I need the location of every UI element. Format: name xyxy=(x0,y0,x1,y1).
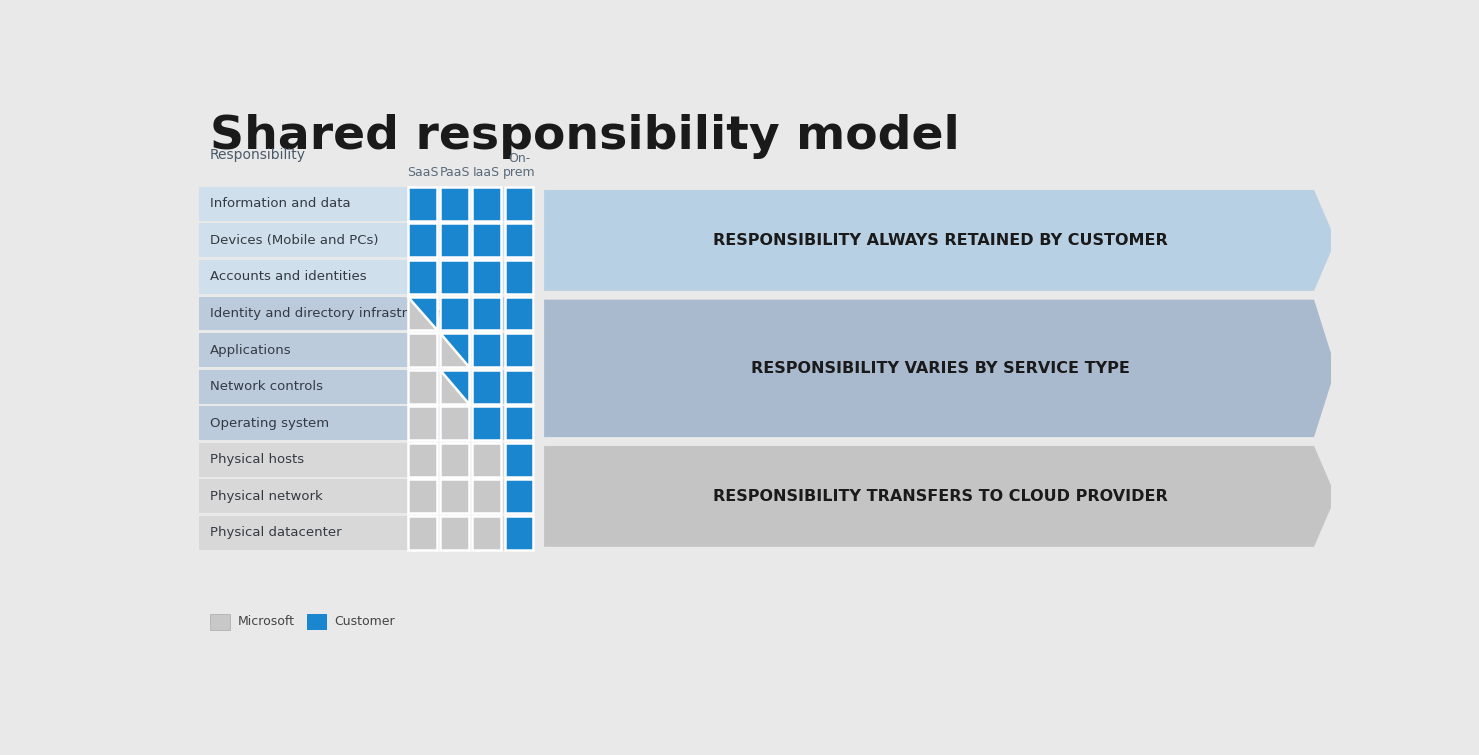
Bar xyxy=(198,406,535,440)
Bar xyxy=(441,443,469,476)
Polygon shape xyxy=(441,333,469,367)
Bar xyxy=(198,479,535,513)
Bar xyxy=(441,333,469,367)
Bar xyxy=(441,516,469,550)
Text: RESPONSIBILITY TRANSFERS TO CLOUD PROVIDER: RESPONSIBILITY TRANSFERS TO CLOUD PROVID… xyxy=(713,489,1168,504)
Text: RESPONSIBILITY VARIES BY SERVICE TYPE: RESPONSIBILITY VARIES BY SERVICE TYPE xyxy=(751,361,1130,376)
Bar xyxy=(198,297,535,331)
Bar xyxy=(408,297,436,331)
Bar xyxy=(408,406,436,440)
Bar xyxy=(472,333,501,367)
Bar xyxy=(198,370,535,404)
Text: Physical hosts: Physical hosts xyxy=(210,453,303,467)
Bar xyxy=(504,406,534,440)
Bar xyxy=(504,297,534,331)
Bar xyxy=(198,333,535,367)
Bar xyxy=(408,333,436,367)
Text: Information and data: Information and data xyxy=(210,197,351,211)
Bar xyxy=(472,186,501,220)
Text: On-
prem: On- prem xyxy=(503,153,535,179)
Bar xyxy=(198,516,535,550)
Polygon shape xyxy=(544,446,1336,547)
Polygon shape xyxy=(441,370,469,404)
Text: Shared responsibility model: Shared responsibility model xyxy=(210,114,960,159)
Bar xyxy=(408,370,436,404)
Bar xyxy=(306,615,327,630)
Bar xyxy=(472,297,501,331)
Bar xyxy=(198,223,535,257)
Bar xyxy=(408,260,436,294)
Bar xyxy=(198,443,535,476)
Text: Responsibility: Responsibility xyxy=(210,148,306,162)
Bar xyxy=(472,516,501,550)
Text: PaaS: PaaS xyxy=(439,166,470,179)
Bar xyxy=(441,297,469,331)
Bar xyxy=(472,406,501,440)
Bar xyxy=(504,370,534,404)
Bar xyxy=(472,370,501,404)
Text: Operating system: Operating system xyxy=(210,417,328,430)
Bar xyxy=(504,333,534,367)
Bar xyxy=(198,260,535,294)
Text: Accounts and identities: Accounts and identities xyxy=(210,270,367,283)
Bar xyxy=(198,186,535,220)
Polygon shape xyxy=(408,297,436,331)
Bar xyxy=(408,443,436,476)
Bar xyxy=(441,370,469,404)
Bar xyxy=(504,516,534,550)
Bar xyxy=(441,260,469,294)
Bar xyxy=(504,260,534,294)
Text: RESPONSIBILITY ALWAYS RETAINED BY CUSTOMER: RESPONSIBILITY ALWAYS RETAINED BY CUSTOM… xyxy=(713,233,1168,248)
Text: Applications: Applications xyxy=(210,344,291,356)
Text: Identity and directory infrastructure: Identity and directory infrastructure xyxy=(210,307,450,320)
Bar xyxy=(441,223,469,257)
Text: SaaS: SaaS xyxy=(407,166,438,179)
Text: Microsoft: Microsoft xyxy=(238,615,294,628)
Text: IaaS: IaaS xyxy=(473,166,500,179)
Bar xyxy=(504,479,534,513)
Text: Customer: Customer xyxy=(334,615,395,628)
Bar xyxy=(408,186,436,220)
Bar xyxy=(472,443,501,476)
Bar xyxy=(210,615,229,630)
Polygon shape xyxy=(544,190,1336,291)
Bar xyxy=(472,223,501,257)
Bar xyxy=(441,479,469,513)
Text: Physical datacenter: Physical datacenter xyxy=(210,526,342,540)
Text: Physical network: Physical network xyxy=(210,490,322,503)
Text: Network controls: Network controls xyxy=(210,381,322,393)
Bar xyxy=(441,406,469,440)
Bar xyxy=(504,223,534,257)
Polygon shape xyxy=(544,300,1336,437)
Bar xyxy=(408,223,436,257)
Text: Devices (Mobile and PCs): Devices (Mobile and PCs) xyxy=(210,234,379,247)
Bar xyxy=(504,186,534,220)
Bar xyxy=(441,186,469,220)
Bar xyxy=(472,260,501,294)
Bar xyxy=(472,479,501,513)
Bar xyxy=(408,479,436,513)
Bar xyxy=(504,443,534,476)
Bar xyxy=(408,516,436,550)
